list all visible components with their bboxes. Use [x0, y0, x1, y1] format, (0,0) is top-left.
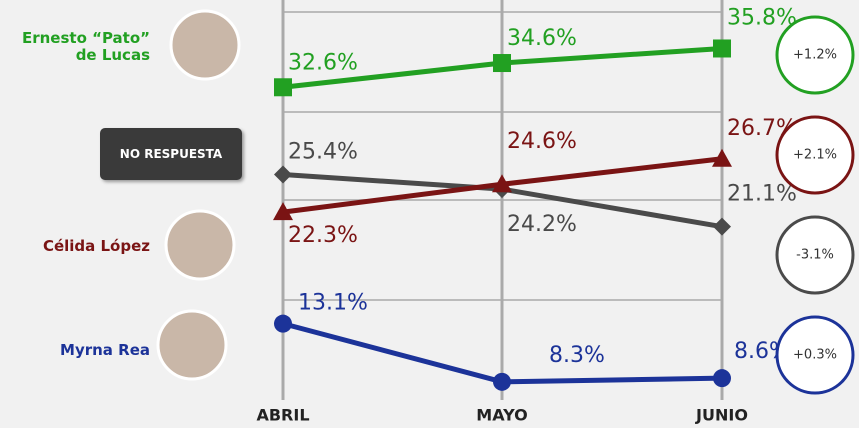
change-label: +0.3%	[793, 348, 837, 363]
x-tick-label: ABRIL	[256, 406, 309, 425]
change-label: +2.1%	[793, 148, 837, 163]
value-label: 34.6%	[507, 26, 577, 51]
marker	[274, 78, 292, 97]
change-badge	[775, 215, 855, 295]
x-tick-label: JUNIO	[695, 406, 748, 425]
marker	[493, 54, 511, 73]
series-name: Ernesto “Pato” de Lucas	[21, 29, 150, 64]
change-badge	[775, 315, 855, 395]
marker	[712, 148, 732, 167]
value-label: 32.6%	[288, 50, 358, 75]
marker	[274, 165, 292, 184]
marker	[493, 372, 511, 391]
marker	[713, 369, 731, 388]
value-label: 13.1%	[298, 291, 368, 316]
marker	[274, 314, 292, 333]
series-name: NO RESPUESTA	[100, 128, 242, 180]
marker	[713, 217, 731, 236]
x-tick-label: MAYO	[476, 406, 527, 425]
marker	[273, 202, 293, 221]
photos	[156, 9, 241, 381]
marker	[492, 174, 512, 193]
series-name: Myrna Rea	[60, 341, 150, 359]
series-name: Célida López	[42, 237, 150, 255]
value-label: 8.3%	[549, 343, 605, 368]
change-label: +1.2%	[793, 48, 837, 63]
marker	[713, 39, 731, 58]
value-label: 35.8%	[727, 5, 797, 30]
value-label: 24.2%	[507, 212, 577, 237]
change-badge	[775, 115, 855, 195]
value-label: 25.4%	[288, 140, 358, 165]
change-label: -3.1%	[796, 248, 834, 263]
value-label: 24.6%	[507, 129, 577, 154]
change-badge	[775, 15, 855, 95]
value-label: 22.3%	[288, 223, 358, 248]
value-label: 21.1%	[727, 182, 797, 207]
